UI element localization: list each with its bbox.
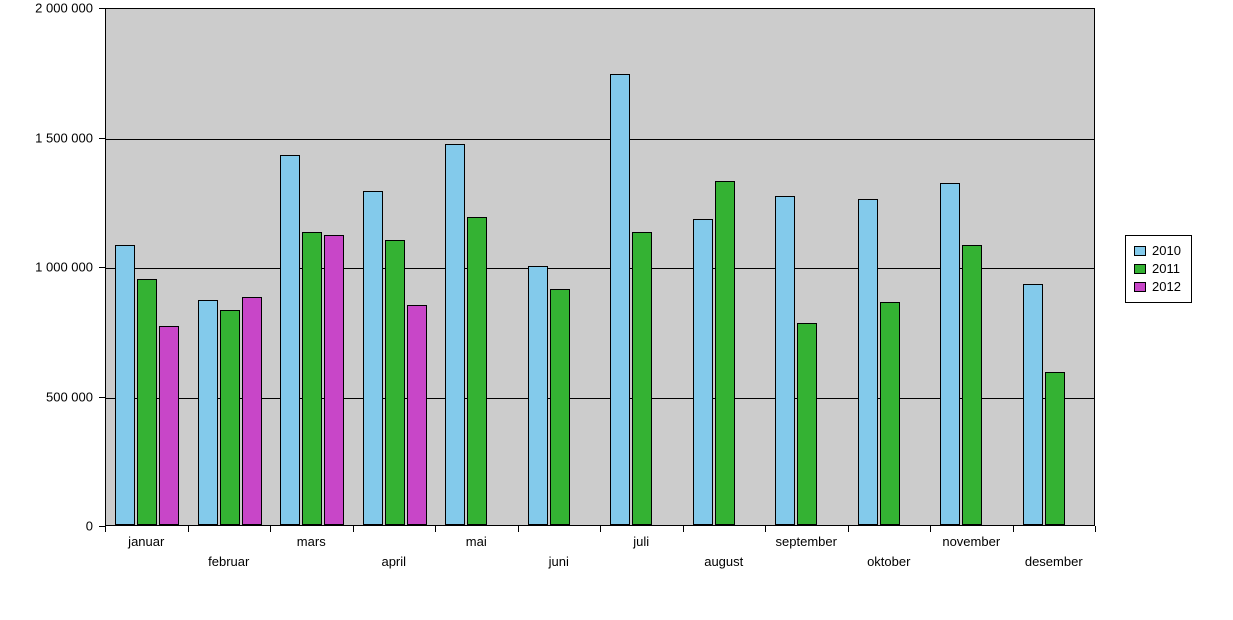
bar-2010-september bbox=[775, 196, 795, 525]
y-tick-label: 1 000 000 bbox=[0, 260, 93, 275]
x-tick-label: desember bbox=[1025, 554, 1083, 569]
bar-2012-mars bbox=[324, 235, 344, 525]
x-tick-mark bbox=[435, 526, 436, 532]
x-tick-label: september bbox=[776, 534, 837, 549]
y-tick-mark bbox=[99, 8, 105, 9]
legend-label: 2011 bbox=[1152, 260, 1180, 278]
bar-2010-august bbox=[693, 219, 713, 525]
legend: 201020112012 bbox=[1125, 235, 1192, 303]
chart-stage: 201020112012 0 500 000 1 000 000 1 500 000 2… bbox=[0, 0, 1233, 620]
bar-2010-desember bbox=[1023, 284, 1043, 525]
x-tick-label: mai bbox=[466, 534, 487, 549]
x-tick-mark bbox=[105, 526, 106, 532]
x-tick-label: august bbox=[704, 554, 743, 569]
legend-item-2010: 2010 bbox=[1134, 242, 1181, 260]
legend-label: 2010 bbox=[1152, 242, 1181, 260]
x-tick-mark bbox=[930, 526, 931, 532]
bar-2011-februar bbox=[220, 310, 240, 525]
x-tick-label: februar bbox=[208, 554, 249, 569]
bar-2011-mai bbox=[467, 217, 487, 525]
x-tick-label: mars bbox=[297, 534, 326, 549]
y-tick-mark bbox=[99, 267, 105, 268]
x-tick-label: oktober bbox=[867, 554, 910, 569]
x-tick-label: juli bbox=[633, 534, 649, 549]
bar-2010-mai bbox=[445, 144, 465, 525]
bar-2011-august bbox=[715, 181, 735, 525]
legend-item-2012: 2012 bbox=[1134, 278, 1181, 296]
bar-2011-desember bbox=[1045, 372, 1065, 525]
bar-2011-juli bbox=[632, 232, 652, 525]
legend-swatch bbox=[1134, 264, 1146, 274]
bar-2011-april bbox=[385, 240, 405, 525]
x-tick-mark bbox=[765, 526, 766, 532]
y-tick-label: 1 500 000 bbox=[0, 130, 93, 145]
y-tick-mark bbox=[99, 138, 105, 139]
y-tick-mark bbox=[99, 397, 105, 398]
y-tick-label: 0 bbox=[0, 519, 93, 534]
bar-2010-januar bbox=[115, 245, 135, 525]
bar-2012-januar bbox=[159, 326, 179, 525]
x-tick-mark bbox=[1095, 526, 1096, 532]
bar-2010-mars bbox=[280, 155, 300, 525]
bar-2010-februar bbox=[198, 300, 218, 525]
bar-2010-juli bbox=[610, 74, 630, 525]
x-tick-label: november bbox=[942, 534, 1000, 549]
x-tick-mark bbox=[188, 526, 189, 532]
bar-2010-oktober bbox=[858, 199, 878, 525]
x-tick-mark bbox=[683, 526, 684, 532]
bar-2011-oktober bbox=[880, 302, 900, 525]
bar-2011-juni bbox=[550, 289, 570, 525]
x-tick-mark bbox=[600, 526, 601, 532]
bar-2011-november bbox=[962, 245, 982, 525]
x-tick-mark bbox=[1013, 526, 1014, 532]
plot-area bbox=[105, 8, 1095, 526]
x-tick-mark bbox=[353, 526, 354, 532]
gridline bbox=[106, 139, 1094, 140]
bar-2011-september bbox=[797, 323, 817, 525]
bar-2011-mars bbox=[302, 232, 322, 525]
bar-2012-februar bbox=[242, 297, 262, 525]
y-tick-label: 2 000 000 bbox=[0, 1, 93, 16]
x-tick-mark bbox=[848, 526, 849, 532]
bar-2010-juni bbox=[528, 266, 548, 525]
legend-label: 2012 bbox=[1152, 278, 1181, 296]
x-tick-label: april bbox=[381, 554, 406, 569]
bar-2012-april bbox=[407, 305, 427, 525]
legend-swatch bbox=[1134, 246, 1146, 256]
x-tick-mark bbox=[518, 526, 519, 532]
bar-2010-april bbox=[363, 191, 383, 525]
x-tick-label: juni bbox=[549, 554, 569, 569]
legend-swatch bbox=[1134, 282, 1146, 292]
bar-2011-januar bbox=[137, 279, 157, 525]
x-tick-label: januar bbox=[128, 534, 164, 549]
y-tick-label: 500 000 bbox=[0, 389, 93, 404]
bar-2010-november bbox=[940, 183, 960, 525]
x-tick-mark bbox=[270, 526, 271, 532]
legend-item-2011: 2011 bbox=[1134, 260, 1181, 278]
